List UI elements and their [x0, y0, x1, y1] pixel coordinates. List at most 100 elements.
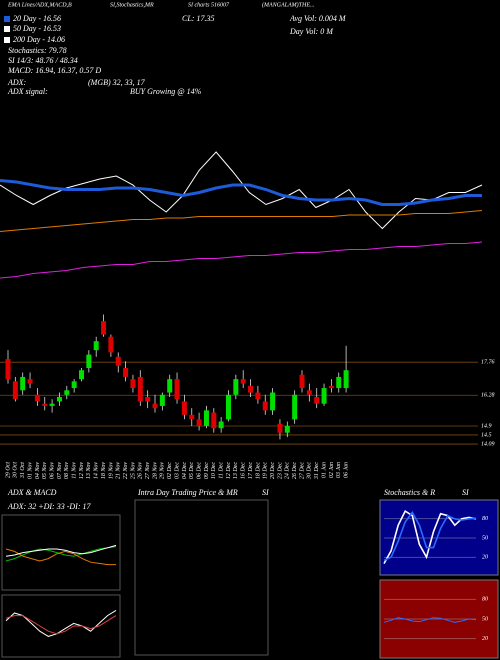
x-tick-label: 24 Dec: [284, 462, 291, 479]
legend-swatch: [4, 37, 10, 43]
x-tick-label: 06 Nov: [49, 462, 55, 480]
legend-swatch: [4, 16, 10, 22]
x-tick-label: 03 Dec: [174, 462, 180, 479]
x-tick-label: 17 Dec: [248, 462, 254, 479]
candle-body: [336, 376, 342, 389]
line: [5, 544, 117, 557]
candle-body: [145, 397, 151, 402]
y-tick-label: 50: [482, 535, 488, 541]
y-tick-label: 20: [482, 636, 488, 642]
x-tick-label: 16 Dec: [241, 462, 247, 479]
candle-body: [167, 379, 173, 393]
x-tick-label: 18 Dec: [255, 462, 261, 479]
header-item: SI,Stochastics,MR: [110, 2, 154, 8]
candle-body: [196, 419, 202, 426]
candle-body: [71, 381, 77, 389]
candle-body: [12, 381, 18, 400]
x-tick-label: 05 Nov: [42, 462, 48, 480]
candle-body: [270, 392, 276, 411]
x-tick-label: 11 Dec: [219, 462, 225, 479]
ema20: 20 Day - 16.56: [13, 14, 61, 23]
close: CL: 17.35: [182, 14, 214, 23]
candle-body: [130, 379, 136, 389]
adx-signal-label: ADX signal:: [7, 87, 48, 96]
panel-subtitle: SI: [462, 488, 469, 497]
header-item: EMA Lines/ADX,MACD,B: [7, 2, 72, 8]
x-tick-label: 30 Dec: [307, 462, 313, 480]
x-tick-label: 06 Jan: [343, 462, 349, 478]
x-tick-label: 07 Nov: [57, 462, 63, 480]
candle-body: [328, 385, 334, 389]
header: EMA Lines/ADX,MACD,B SI,Stochastics,MR S…: [4, 1, 347, 96]
candle-body: [79, 370, 84, 380]
candle-body: [64, 390, 70, 395]
x-tick-label: 19 Nov: [108, 462, 114, 480]
candle-body: [189, 414, 195, 420]
x-tick-label: 01 Nov: [27, 462, 33, 480]
candle-body: [123, 368, 129, 377]
avg-vol: Avg Vol: 0.004 M: [289, 14, 347, 23]
y-tick-label: 14.9: [481, 422, 492, 429]
candle-body: [321, 388, 327, 404]
header-item: (MANGALAM)THE...: [262, 1, 315, 8]
candle-body: [292, 394, 298, 420]
candle-body: [277, 423, 283, 433]
x-tick-label: 23 Dec: [277, 462, 283, 479]
candle-body: [108, 336, 114, 353]
candle-body: [34, 394, 40, 402]
adx-label: ADX:: [7, 78, 27, 87]
x-tick-label: 06 Dec: [196, 462, 202, 479]
x-tick-label: 02 Jan: [329, 462, 335, 478]
candle-body: [86, 354, 92, 368]
x-tick-label: 19 Dec: [263, 462, 269, 479]
x-tick-label: 25 Nov: [130, 462, 136, 480]
x-tick-label: 31 Oct: [20, 462, 26, 479]
candle-body: [306, 390, 312, 395]
x-tick-label: 13 Dec: [233, 462, 239, 479]
x-tick-label: 22 Nov: [123, 462, 129, 480]
y-tick-label: 14.5: [481, 431, 492, 438]
candle-body: [299, 374, 305, 389]
candle-body: [137, 376, 143, 402]
day-vol: Day Vol: 0 M: [289, 27, 334, 36]
candle-body: [203, 410, 209, 426]
x-tick-label: 18 Nov: [101, 462, 107, 480]
candle-body: [314, 397, 320, 404]
line: [0, 151, 483, 230]
y-tick-label: 17.76: [481, 360, 495, 366]
candle-body: [174, 379, 180, 400]
x-tick-label: 11 Nov: [72, 462, 78, 479]
x-tick-label: 10 Dec: [211, 462, 217, 479]
candle-body: [159, 394, 165, 406]
candle-body: [93, 341, 99, 351]
panel-title: Stochastics & R: [384, 488, 435, 497]
header-item: SI charts 516007: [188, 2, 230, 8]
candle-body: [211, 412, 217, 429]
legend-swatch: [4, 26, 10, 32]
candle-body: [255, 392, 261, 400]
candle-body: [240, 379, 246, 384]
candle-body: [5, 359, 11, 380]
line: [0, 179, 482, 206]
line: [5, 546, 117, 562]
line: [383, 617, 477, 623]
x-tick-label: 28 Nov: [152, 462, 158, 480]
intraday-si: SI: [262, 488, 269, 497]
candle-body: [49, 403, 55, 406]
x-tick-label: 12 Nov: [79, 462, 85, 480]
x-tick-label: 09 Dec: [204, 462, 210, 479]
stochastics: Stochastics: 79.78: [8, 46, 67, 55]
x-tick-label: 14 Nov: [93, 462, 100, 480]
candle-body: [20, 376, 26, 391]
macd: MACD: 16.94, 16.37, 0.57 D: [7, 66, 101, 75]
line: [5, 615, 117, 635]
x-tick-label: 31 Dec: [314, 462, 320, 480]
candle-body: [226, 394, 231, 420]
x-tick-label: 08 Nov: [64, 462, 70, 480]
panel-title: ADX & MACD: [7, 488, 57, 497]
x-tick-label: 27 Nov: [145, 462, 151, 480]
ema50: 50 Day - 16.53: [13, 24, 61, 33]
intraday-panel: [134, 499, 269, 656]
